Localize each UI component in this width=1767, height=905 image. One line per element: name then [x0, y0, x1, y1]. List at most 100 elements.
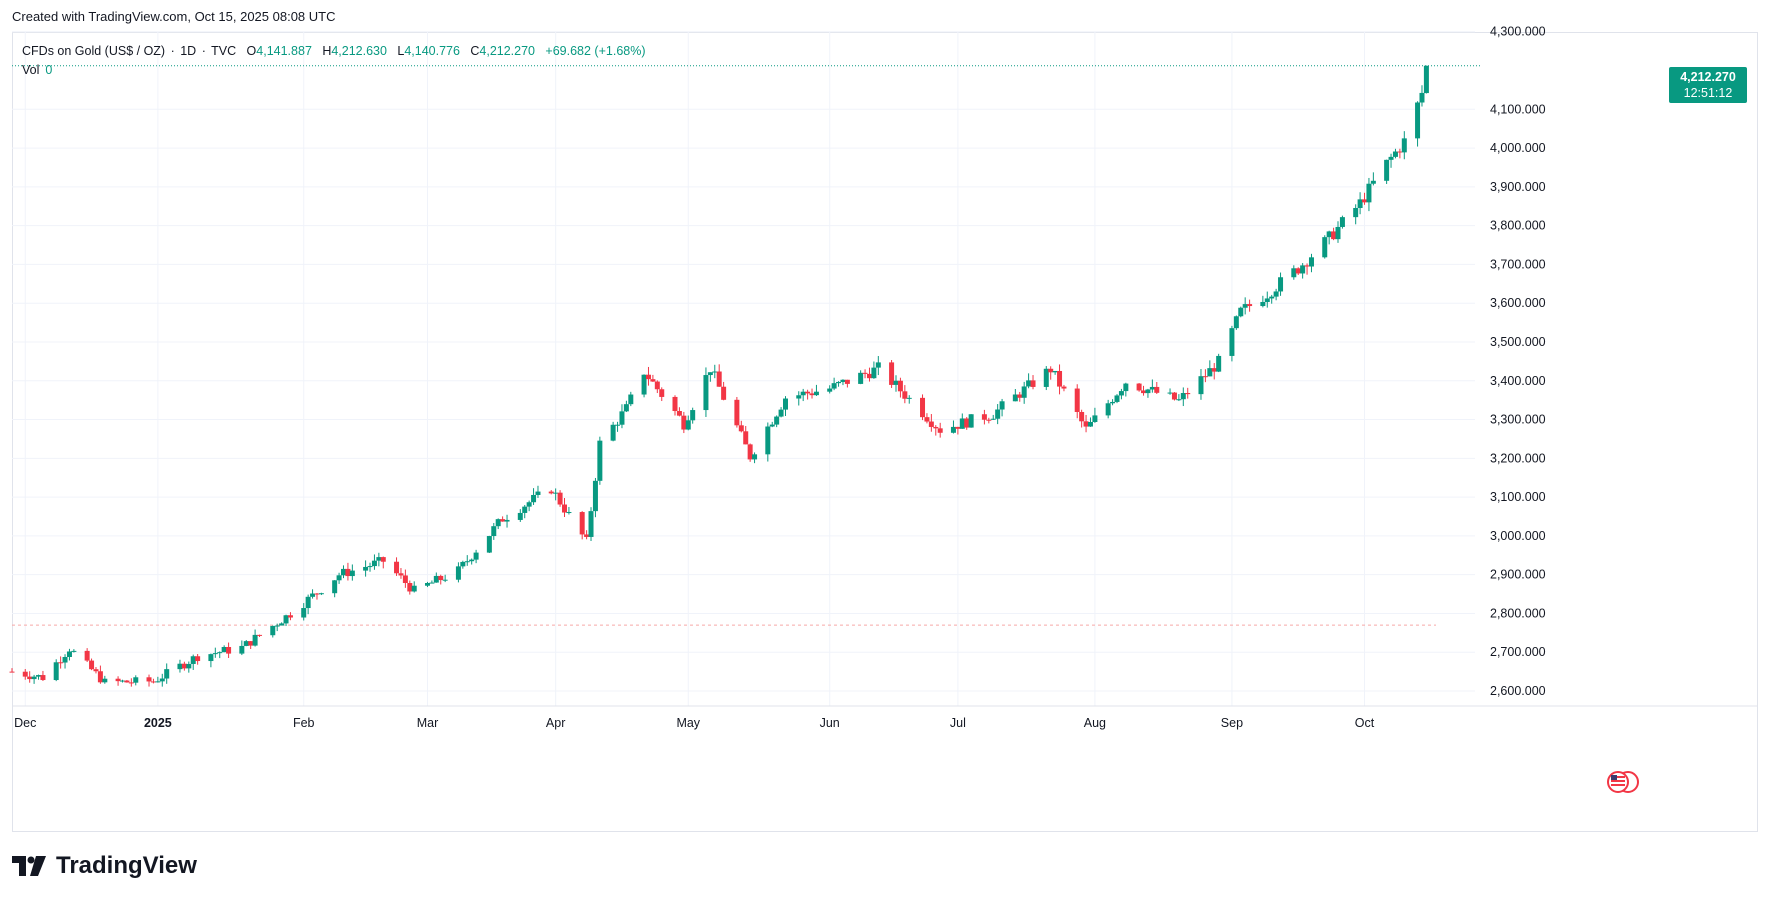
candle-body: [345, 568, 351, 577]
candle-body: [553, 492, 559, 494]
candle-body: [195, 656, 201, 662]
candle: [159, 673, 165, 687]
candle-body: [1145, 389, 1151, 394]
candle: [659, 387, 665, 402]
high-label: H: [322, 44, 332, 58]
candle-body: [363, 566, 369, 571]
candle-body: [1388, 156, 1394, 160]
candle: [623, 400, 629, 413]
candle: [1202, 369, 1208, 383]
candle-body: [1291, 268, 1297, 278]
candle: [1247, 299, 1253, 312]
candle-body: [287, 615, 293, 618]
candle: [1260, 295, 1266, 308]
candle-body: [1216, 355, 1222, 372]
candle: [597, 436, 603, 485]
candle: [248, 640, 254, 650]
candle: [239, 640, 245, 656]
candle: [380, 556, 386, 569]
candle: [1300, 263, 1306, 279]
candle: [690, 407, 696, 424]
candle-body: [920, 397, 926, 418]
chart-frame[interactable]: [12, 32, 1758, 832]
candle: [712, 364, 718, 379]
candle-body: [535, 491, 541, 495]
symbol-name[interactable]: CFDs on Gold (US$ / OZ): [22, 44, 166, 58]
candle-body: [150, 681, 156, 683]
candle-body: [1118, 391, 1124, 396]
candle: [1238, 306, 1244, 318]
x-tick-label: Mar: [417, 716, 439, 730]
candle: [279, 622, 285, 626]
candle-body: [597, 440, 603, 481]
candle-body: [610, 424, 616, 441]
candle-body: [981, 414, 987, 420]
candle-body: [844, 379, 850, 384]
candle: [438, 574, 444, 585]
interval-label[interactable]: 1D: [180, 44, 197, 58]
candle: [844, 379, 850, 388]
close-value: 4,212.270: [479, 44, 535, 58]
candle-body: [902, 391, 908, 399]
candle-body: [62, 656, 68, 663]
candle-body: [809, 393, 815, 396]
candle-body: [1247, 304, 1253, 307]
candle-body: [1198, 376, 1204, 395]
candle-body: [937, 428, 943, 433]
candle-body: [774, 416, 780, 425]
candle-body: [836, 381, 842, 384]
candle-body: [1021, 386, 1027, 398]
created-with-text: Created with TradingView.com, Oct 15, 20…: [12, 9, 336, 24]
candle-body: [22, 671, 28, 677]
candle-body: [968, 414, 974, 428]
candle-body: [1043, 368, 1049, 387]
candle-body: [897, 380, 903, 392]
candle-body: [866, 373, 872, 379]
candle: [58, 656, 64, 669]
candle: [685, 415, 691, 431]
candle-body: [1074, 388, 1080, 412]
low-label: L: [397, 44, 405, 58]
x-tick-label: May: [676, 716, 700, 730]
us-flag-icon[interactable]: [1606, 770, 1640, 799]
candle: [893, 375, 899, 392]
candle: [398, 568, 404, 579]
candle: [1366, 177, 1372, 212]
candle-body: [504, 519, 510, 522]
candle: [592, 477, 598, 518]
candle-body: [1397, 151, 1403, 153]
candle-body: [628, 394, 634, 405]
candle-body: [301, 608, 307, 618]
candle: [1278, 272, 1284, 296]
candle-body: [9, 671, 15, 673]
last-price-value: 4,212.270: [1680, 70, 1736, 84]
candle: [186, 661, 192, 673]
candle-body: [40, 675, 46, 681]
candle-body: [314, 593, 320, 595]
candle: [628, 391, 634, 407]
candle: [1326, 230, 1332, 245]
candle-body: [53, 662, 59, 681]
candle: [765, 422, 771, 462]
candle: [522, 504, 528, 519]
y-tick-label: 3,100.000: [1490, 490, 1546, 504]
candle: [1087, 417, 1093, 427]
candle: [1216, 353, 1222, 373]
candle-body: [712, 371, 718, 373]
candle-body: [71, 650, 77, 652]
candle-body: [190, 656, 196, 664]
candle-body: [893, 380, 899, 385]
candle: [672, 395, 678, 416]
candle-body: [58, 662, 64, 664]
candle-body: [243, 641, 249, 646]
candle: [376, 552, 382, 567]
candle: [968, 414, 974, 428]
candle-body: [1331, 231, 1337, 240]
candle: [902, 385, 908, 404]
y-tick-label: 3,400.000: [1490, 374, 1546, 388]
candle-body: [858, 372, 864, 384]
candle-body: [654, 381, 660, 390]
candle: [1026, 373, 1032, 389]
candle-body: [429, 582, 435, 584]
